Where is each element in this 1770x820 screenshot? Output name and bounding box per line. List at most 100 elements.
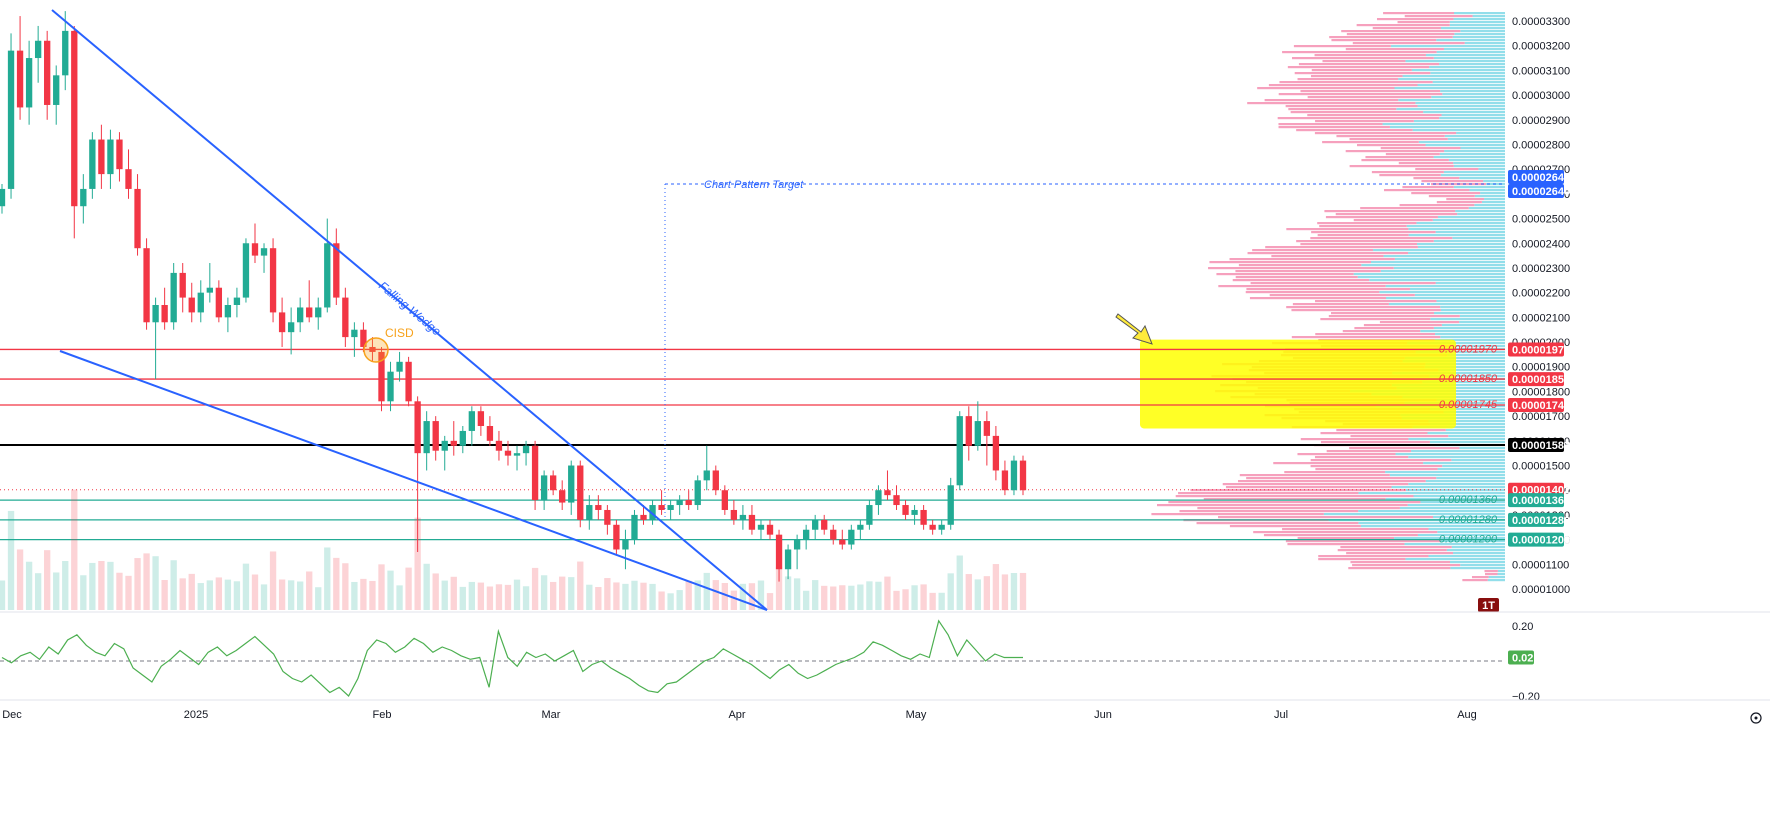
candle-body bbox=[857, 524, 864, 530]
profile-bar-up bbox=[1428, 420, 1505, 423]
candle-body bbox=[215, 287, 223, 318]
volume-bar bbox=[676, 590, 683, 610]
candle-body bbox=[1001, 470, 1009, 491]
profile-bar-up bbox=[1447, 354, 1505, 357]
volume-bar bbox=[513, 579, 521, 610]
candle-body bbox=[531, 445, 539, 501]
profile-bar-up bbox=[1435, 333, 1505, 336]
profile-bar-down bbox=[1345, 48, 1444, 51]
candle-body bbox=[703, 470, 710, 481]
profile-bar-up bbox=[1402, 75, 1505, 78]
candle-body bbox=[504, 450, 512, 456]
volume-bar bbox=[7, 510, 15, 610]
volume-bar bbox=[857, 584, 864, 610]
profile-bar-down bbox=[1250, 282, 1436, 285]
profile-bar-up bbox=[1417, 84, 1505, 87]
profile-bar-down bbox=[1286, 228, 1409, 231]
candle-body bbox=[920, 509, 927, 525]
level-label: 0.00001360 bbox=[1439, 494, 1498, 506]
profile-bar-up bbox=[1432, 81, 1505, 84]
profile-bar-up bbox=[1423, 462, 1505, 465]
profile-bar-up bbox=[1497, 570, 1505, 573]
profile-bar-up bbox=[1478, 168, 1505, 171]
price-tag bbox=[1508, 532, 1564, 547]
candle-body bbox=[549, 475, 557, 491]
candle-body bbox=[784, 549, 792, 570]
profile-bar-down bbox=[1284, 471, 1386, 474]
time-tick-label: Dec bbox=[2, 709, 22, 721]
profile-bar-down bbox=[1411, 192, 1481, 195]
profile-bar-up bbox=[1459, 321, 1505, 324]
candle-body bbox=[983, 421, 991, 436]
price-tag-label: 0.00002640 bbox=[1512, 186, 1570, 198]
profile-bar-down bbox=[1271, 255, 1384, 258]
level-label: 0.00001745 bbox=[1439, 399, 1498, 411]
profile-bar-down bbox=[1413, 177, 1460, 180]
profile-bar-up bbox=[1389, 474, 1505, 477]
profile-bar-up bbox=[1440, 174, 1505, 177]
candle-body bbox=[848, 529, 855, 545]
volume-bar bbox=[721, 583, 728, 610]
price-tag-label: 0.00001850 bbox=[1512, 374, 1570, 386]
profile-bar-down bbox=[1285, 105, 1418, 108]
candle-body bbox=[134, 188, 141, 249]
price-tick-label: 0.00001800 bbox=[1512, 386, 1570, 398]
profile-bar-down bbox=[1340, 546, 1452, 549]
profile-bar-up bbox=[1417, 105, 1505, 108]
demand-zone bbox=[1140, 339, 1456, 429]
volume-bar bbox=[965, 574, 972, 610]
profile-bar-down bbox=[1365, 156, 1434, 159]
candle-body bbox=[685, 500, 692, 506]
candle-body bbox=[387, 371, 394, 402]
oscillator-pane: 0.20 −0.20 0.02 bbox=[0, 619, 1540, 703]
profile-bar-up bbox=[1453, 165, 1505, 168]
oscillator-tick-label: −0.20 bbox=[1512, 691, 1540, 703]
profile-bar-down bbox=[1157, 504, 1408, 507]
profile-bar-up bbox=[1436, 300, 1505, 303]
profile-bar-down bbox=[1235, 276, 1358, 279]
profile-bar-up bbox=[1412, 129, 1505, 132]
cisd-label: CISD bbox=[385, 326, 414, 340]
profile-bar-up bbox=[1440, 309, 1505, 312]
time-tick-label: Apr bbox=[728, 709, 745, 721]
price-tag-label: 0.00001200 bbox=[1512, 535, 1570, 547]
profile-bar-down bbox=[1298, 63, 1440, 66]
profile-bar-down bbox=[1352, 42, 1465, 45]
time-tick-label: Aug bbox=[1457, 709, 1477, 721]
profile-bar-up bbox=[1433, 312, 1505, 315]
price-tick-label: 0.00002500 bbox=[1512, 214, 1570, 226]
candle-body bbox=[278, 312, 286, 333]
volume-bar bbox=[920, 584, 927, 610]
price-tag-label: 0.00001745 bbox=[1512, 400, 1570, 412]
profile-bar-down bbox=[1278, 126, 1390, 129]
volume-bar bbox=[911, 585, 918, 610]
profile-bar-up bbox=[1435, 231, 1505, 234]
candle-body bbox=[62, 30, 69, 76]
candle-body bbox=[468, 411, 476, 431]
profile-bar-up bbox=[1439, 63, 1505, 66]
volume-bar bbox=[333, 557, 340, 610]
profile-bar-up bbox=[1417, 246, 1505, 249]
profile-bar-up bbox=[1369, 279, 1505, 282]
profile-bar-down bbox=[1341, 30, 1461, 33]
profile-bar-up bbox=[1469, 189, 1505, 192]
volume-bar bbox=[766, 593, 774, 610]
profile-bar-up bbox=[1429, 375, 1505, 378]
volume-bar bbox=[622, 583, 629, 610]
volume-bar bbox=[929, 592, 936, 610]
candle-body bbox=[866, 505, 873, 525]
volume-bar bbox=[25, 561, 33, 610]
level-label: 0.00001200 bbox=[1439, 534, 1498, 546]
profile-bar-down bbox=[1294, 72, 1431, 75]
profile-bar-up bbox=[1452, 36, 1505, 39]
volume-bar bbox=[71, 489, 78, 610]
profile-bar-down bbox=[1404, 15, 1473, 18]
profile-bar-up bbox=[1393, 267, 1505, 270]
profile-bar-up bbox=[1379, 291, 1505, 294]
volume-bar bbox=[694, 580, 701, 610]
volume-bar bbox=[53, 572, 60, 610]
profile-bar-up bbox=[1394, 258, 1505, 261]
candle-body bbox=[992, 435, 1000, 471]
